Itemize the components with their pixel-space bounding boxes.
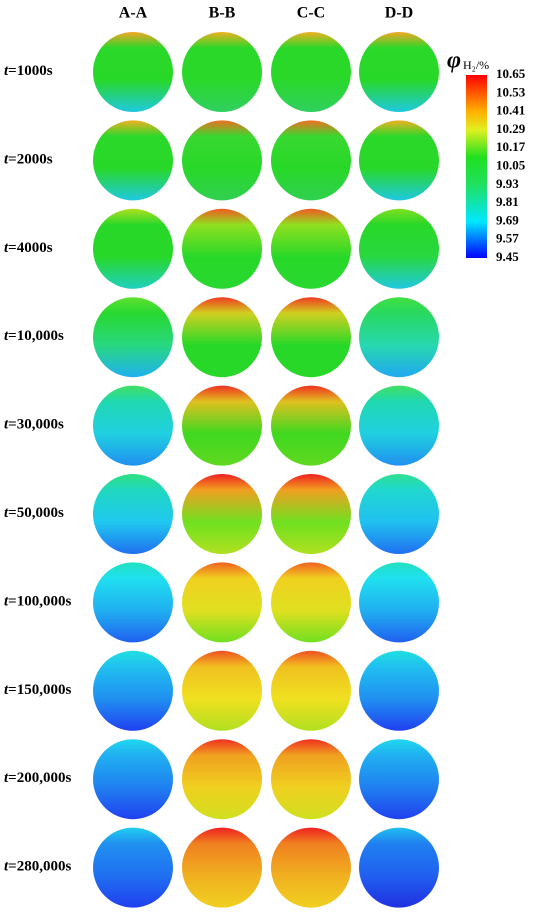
contour-circle [93, 650, 173, 731]
column-header: D-D [385, 5, 413, 22]
column-header: B-B [209, 5, 236, 22]
colorbar-tick-label: 9.81 [496, 194, 519, 209]
contour-circle [271, 208, 351, 289]
row-label: t=280,000s [4, 859, 71, 875]
row-variable: t [4, 152, 9, 168]
contour-circle [271, 739, 351, 820]
row-time: =200,000s [8, 771, 71, 787]
row-time: =100,000s [8, 594, 71, 610]
column-header: A-A [119, 5, 148, 22]
row-time: =30,000s [8, 417, 64, 433]
row-variable: t [4, 63, 9, 79]
contour-circle [182, 650, 262, 731]
contour-circle [93, 120, 173, 201]
contour-circle [271, 120, 351, 201]
contour-circle [271, 385, 351, 466]
colorbar [466, 75, 487, 258]
colorbar-tick-label: 10.29 [496, 121, 526, 136]
contour-circle [359, 474, 439, 554]
contour-circle [182, 120, 262, 201]
contour-circle [93, 385, 173, 466]
contour-circle [271, 474, 351, 554]
column-header: C-C [297, 5, 325, 22]
colorbar-symbol: φ [447, 48, 461, 74]
row-time: =2000s [8, 152, 53, 168]
row-time: =150,000s [8, 682, 71, 698]
contour-circle [359, 208, 439, 289]
contour-circle [93, 562, 173, 643]
colorbar-tick-label: 10.17 [496, 139, 526, 154]
row-time: =10,000s [8, 329, 64, 345]
contour-circle [182, 32, 262, 112]
contour-circle [271, 827, 351, 908]
contour-circle [359, 650, 439, 731]
contour-circle [93, 32, 173, 112]
row-variable: t [4, 505, 9, 521]
contour-circle [359, 385, 439, 466]
contour-circle [359, 562, 439, 643]
row-variable: t [4, 417, 9, 433]
contour-circle [182, 739, 262, 820]
row-label: t=1000s [4, 63, 53, 79]
contour-circle [182, 562, 262, 643]
contour-circle [182, 385, 262, 466]
row-time: =280,000s [8, 859, 71, 875]
row-variable: t [4, 859, 9, 875]
row-variable: t [4, 329, 9, 345]
contour-circle [271, 650, 351, 731]
contour-circle [93, 827, 173, 908]
row-label: t=150,000s [4, 682, 71, 698]
contour-circle [359, 120, 439, 201]
contour-circle [271, 562, 351, 643]
colorbar-tick-label: 9.57 [496, 231, 519, 246]
colorbar-tick-label: 9.45 [496, 249, 519, 264]
colorbar-tick-label: 9.69 [496, 212, 519, 227]
row-label: t=4000s [4, 240, 53, 256]
colorbar-tick-label: 10.41 [496, 103, 525, 118]
row-variable: t [4, 240, 9, 256]
colorbar-tick-label: 10.65 [496, 66, 526, 81]
contour-circle [93, 297, 173, 378]
contour-circle [359, 739, 439, 820]
contour-circle [271, 297, 351, 378]
contour-circle [182, 297, 262, 378]
row-variable: t [4, 594, 9, 610]
contour-circle [182, 827, 262, 908]
contour-circle [182, 208, 262, 289]
colorbar-tick-label: 10.05 [496, 157, 526, 172]
contour-circle [359, 297, 439, 378]
row-label: t=10,000s [4, 329, 64, 345]
colorbar-unit: H₂/% [463, 58, 489, 72]
row-variable: t [4, 771, 9, 787]
row-label: t=100,000s [4, 594, 71, 610]
row-label: t=2000s [4, 152, 53, 168]
row-label: t=30,000s [4, 417, 64, 433]
row-label: t=200,000s [4, 771, 71, 787]
row-time: =1000s [8, 63, 53, 79]
row-time: =4000s [8, 240, 53, 256]
contour-circle [271, 32, 351, 112]
colorbar-tick-label: 9.93 [496, 176, 519, 191]
row-time: =50,000s [8, 505, 64, 521]
contour-circle [182, 474, 262, 554]
row-variable: t [4, 682, 9, 698]
row-label: t=50,000s [4, 505, 64, 521]
contour-circle [93, 208, 173, 289]
contour-circle [359, 827, 439, 908]
contour-circle [359, 32, 439, 112]
colorbar-tick-label: 10.53 [496, 84, 526, 99]
contour-circle [93, 739, 173, 820]
contour-circle [93, 474, 173, 554]
